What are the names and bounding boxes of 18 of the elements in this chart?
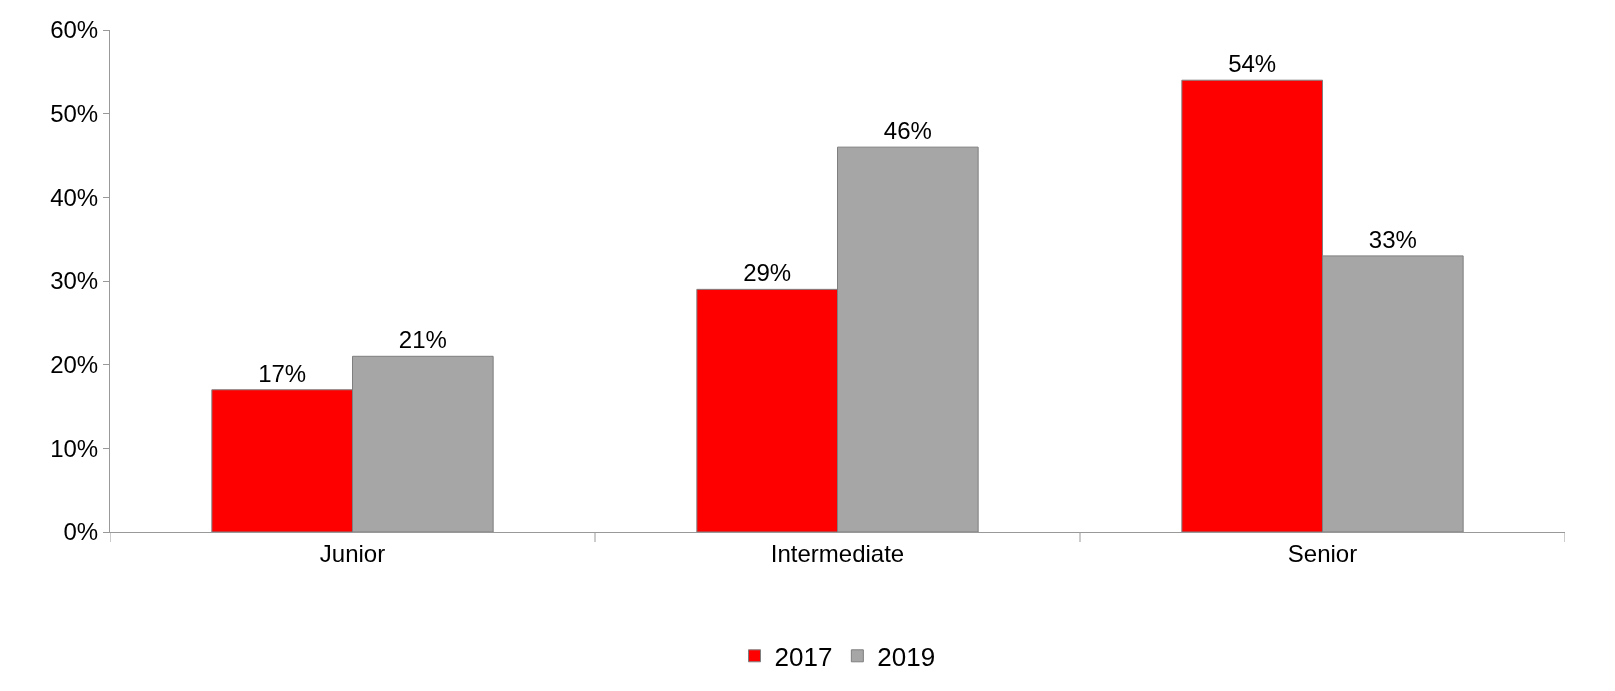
x-tick-label: Intermediate — [770, 539, 905, 567]
legend-label: 2017 — [774, 641, 833, 672]
y-tick-label: 40% — [50, 183, 99, 211]
legend-label: 2019 — [877, 641, 936, 672]
data-label: 46% — [883, 117, 932, 145]
x-tick-label: Senior — [1287, 539, 1358, 567]
y-tick-label: 10% — [50, 434, 99, 462]
data-label: 17% — [258, 359, 307, 387]
data-label: 29% — [743, 259, 792, 287]
y-tick-label: 0% — [63, 518, 99, 546]
x-tick-label: Junior — [319, 539, 386, 567]
y-tick-label: 30% — [50, 267, 99, 295]
data-label: 33% — [1368, 225, 1417, 253]
data-label: 21% — [398, 326, 447, 354]
data-label: 54% — [1228, 50, 1277, 78]
y-tick-label: 60% — [50, 16, 99, 44]
y-tick-label: 20% — [50, 351, 99, 379]
y-tick-label: 50% — [50, 100, 99, 128]
